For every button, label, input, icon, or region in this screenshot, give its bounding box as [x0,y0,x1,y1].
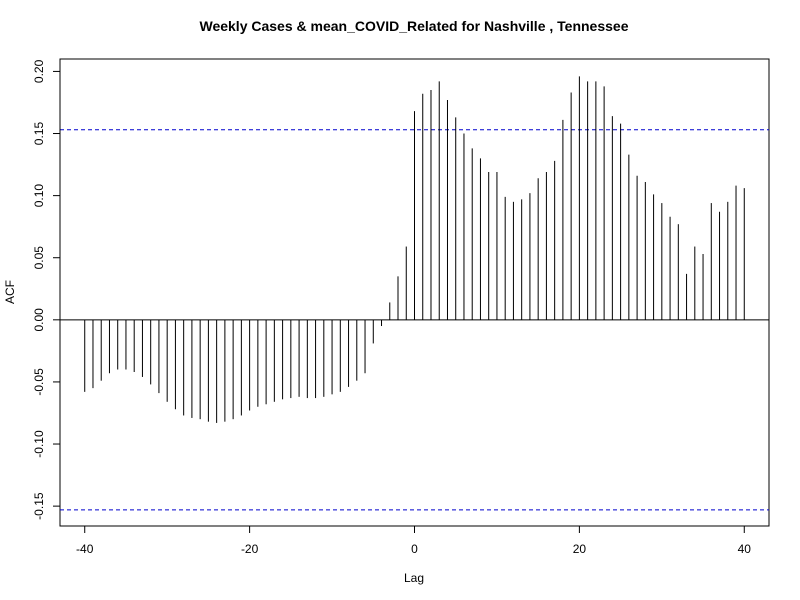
y-axis-label: ACF [3,280,17,304]
chart-title: Weekly Cases & mean_COVID_Related for Na… [199,18,628,34]
y-tick-label: 0.10 [32,184,46,208]
y-tick-label: -0.10 [32,430,46,458]
x-axis-label: Lag [404,571,424,585]
x-tick-label: 20 [573,542,587,556]
y-tick-label: -0.05 [32,368,46,396]
x-tick-label: 0 [411,542,418,556]
y-tick-label: 0.15 [32,122,46,146]
x-tick-label: 40 [738,542,752,556]
y-tick-label: -0.15 [32,492,46,520]
x-axis: -40 -20 0 20 40 [76,525,752,556]
acf-bars [84,76,745,423]
y-tick-label: 0.20 [32,59,46,83]
x-tick-label: -20 [241,542,259,556]
y-tick-label: 0.05 [32,246,46,270]
y-tick-label: 0.00 [32,308,46,332]
x-tick-label: -40 [76,542,94,556]
y-axis: -0.15 -0.10 -0.05 0.00 0.05 0.10 0.15 0.20 [32,59,61,520]
